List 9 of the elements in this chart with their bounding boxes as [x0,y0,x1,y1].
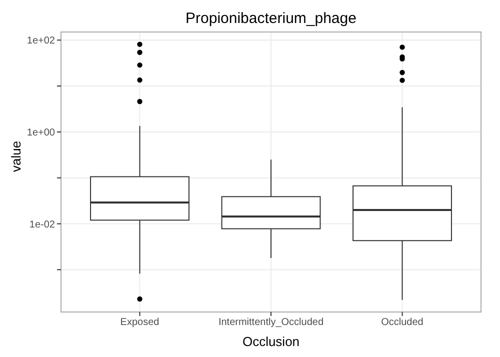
x-tick-label: Exposed [120,317,160,328]
chart-title: Propionibacterium_phage [184,10,358,27]
x-tick-label: Occluded [381,317,424,328]
x-tick-label: Intermittently_Occluded [218,317,324,328]
y-tick-label: 1e+02 [26,36,56,47]
x-axis-title: Occlusion [242,334,300,349]
y-tick-label: 1e-02 [29,219,56,230]
y-tick-label: 1e+00 [26,127,56,138]
y-axis-title: value [8,140,24,172]
